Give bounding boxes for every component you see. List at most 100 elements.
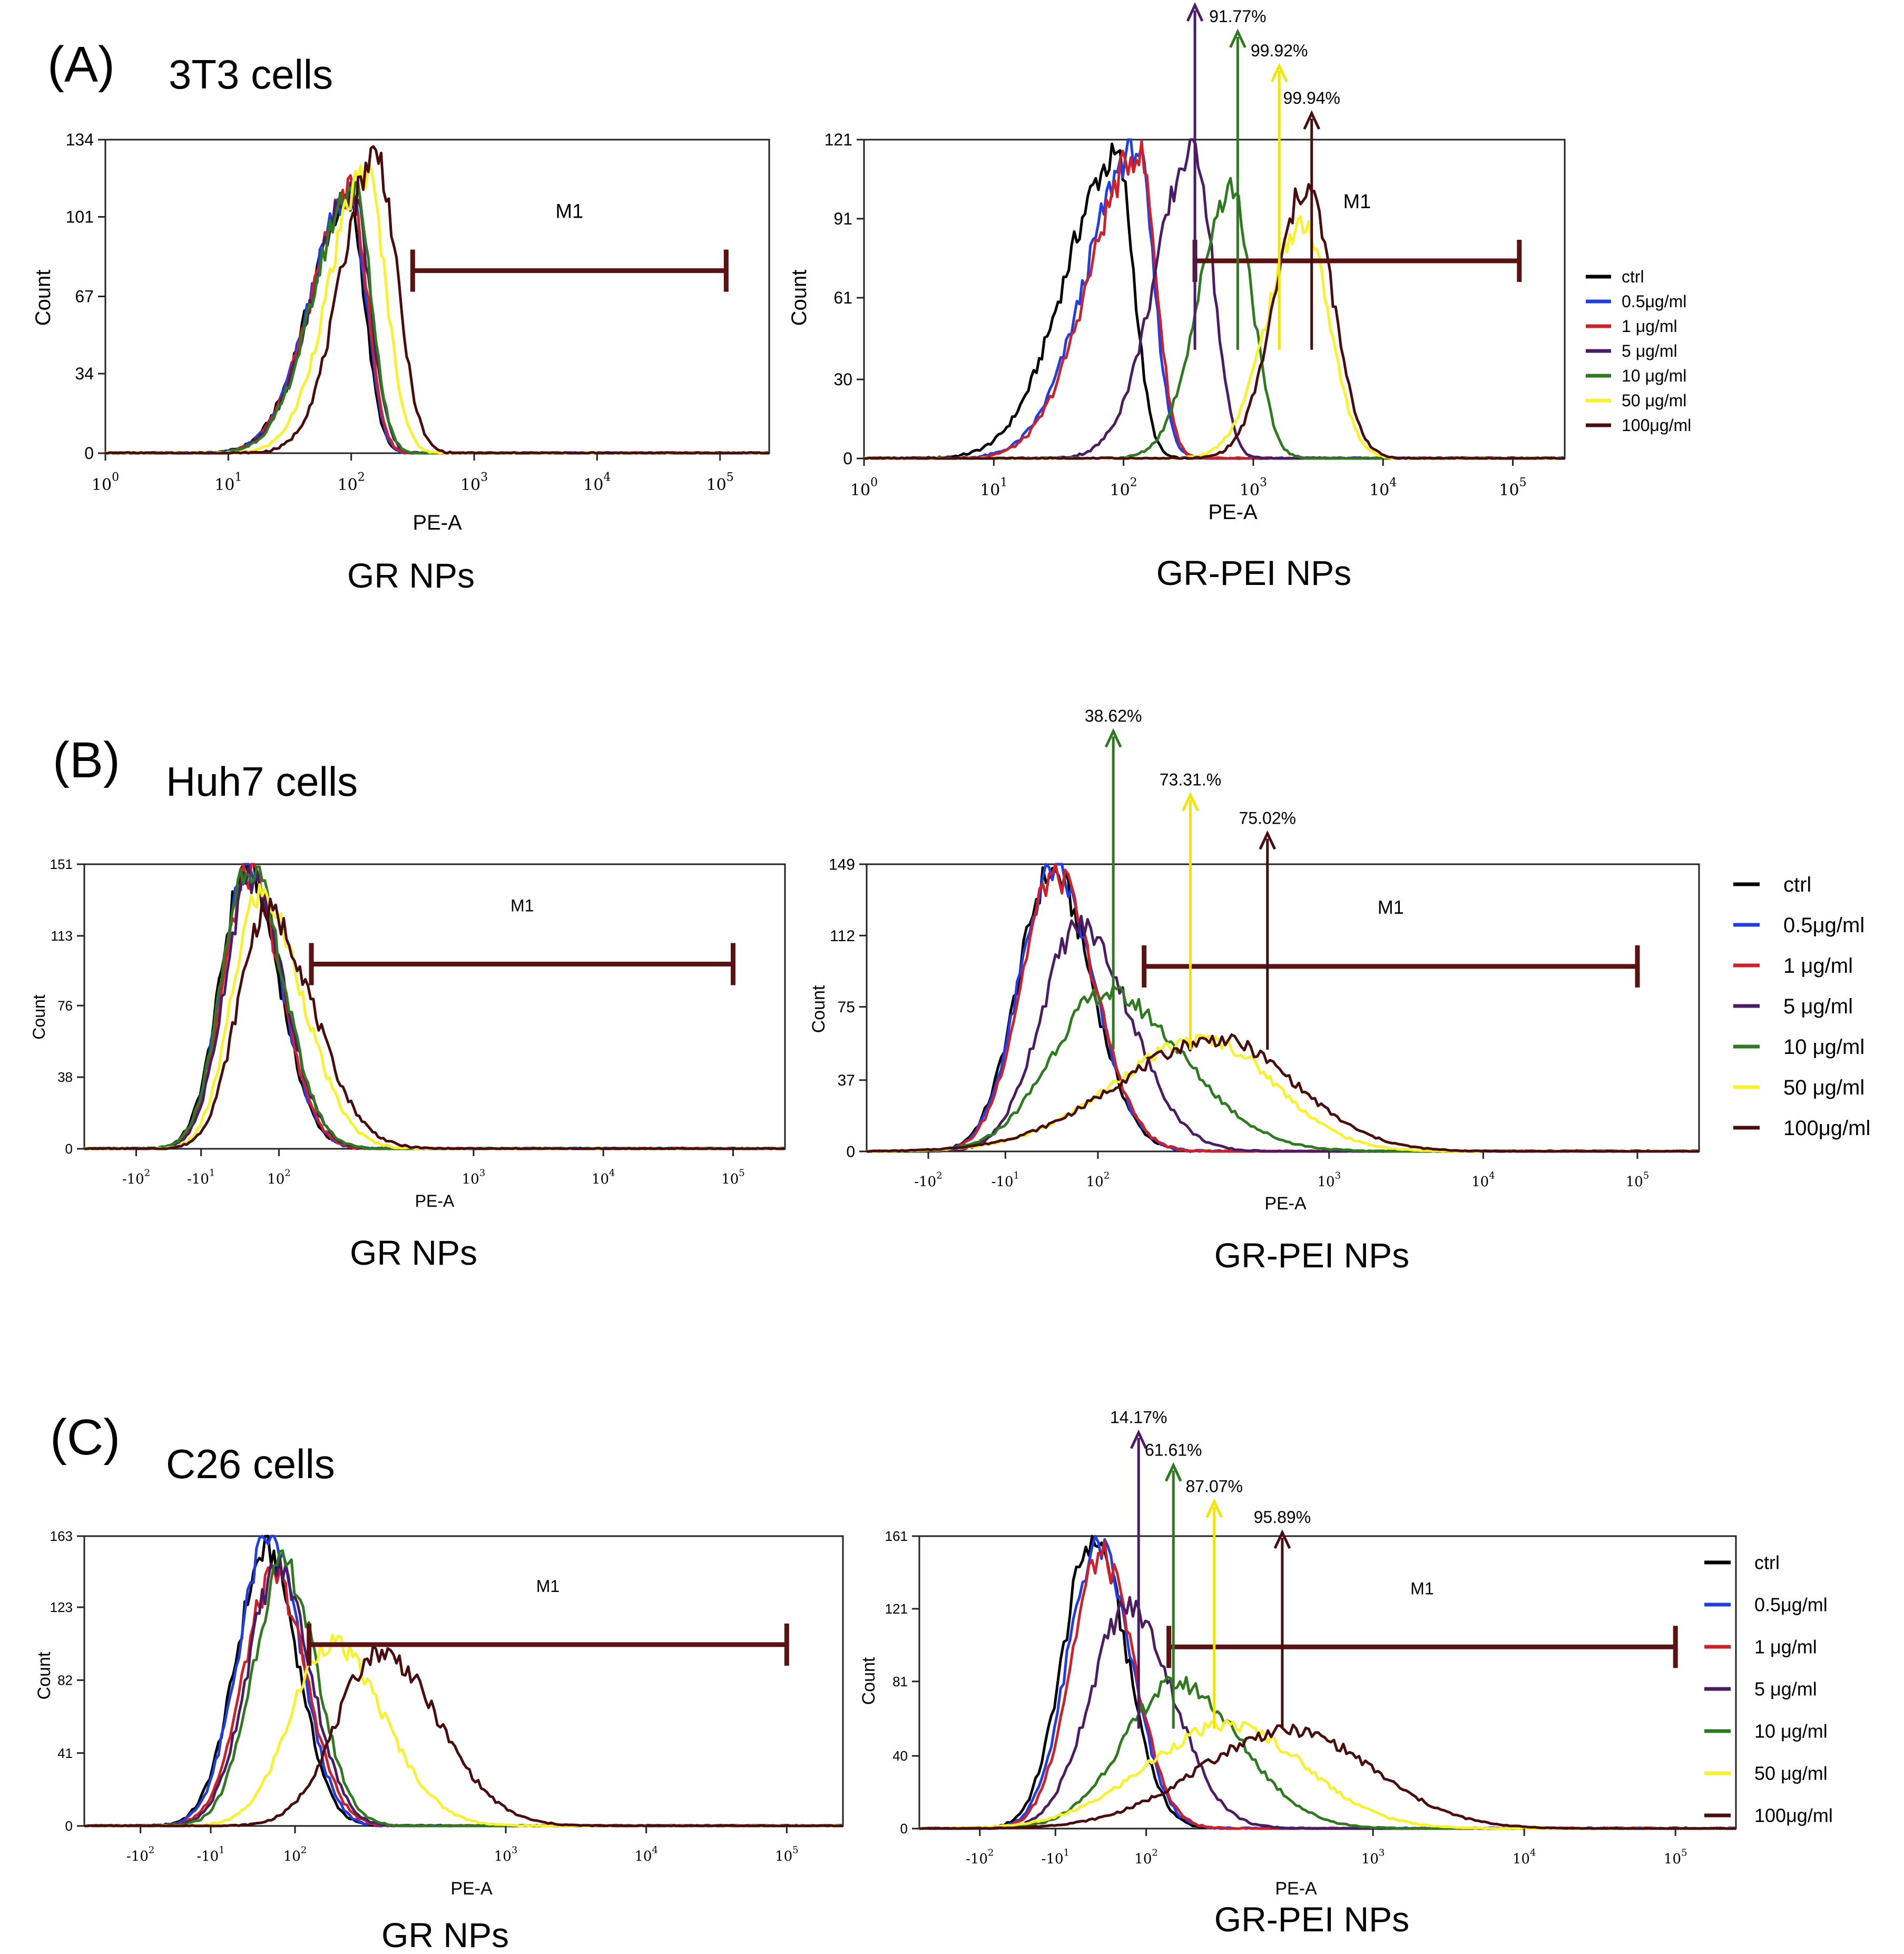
x-axis-label: PE-A — [415, 1191, 455, 1210]
x-tick-label: -102 — [122, 1168, 150, 1187]
legend-label-50-g-ml: 50 μg/ml — [1754, 1763, 1828, 1784]
annotation-arrowhead — [1270, 63, 1288, 83]
legend-label-0-5-g-ml: 0.5μg/ml — [1783, 914, 1864, 937]
annotation-arrowhead — [1186, 2, 1204, 22]
plot-frame — [866, 863, 1700, 1152]
y-tick-label: 163 — [50, 1528, 73, 1544]
chart-a-grpei: M1030619112110010110210310410540.65%91.7… — [788, 2, 1566, 592]
legend-label-100-g-ml: 100μg/ml — [1754, 1805, 1833, 1826]
plot-frame — [83, 863, 786, 1150]
y-tick-label: 151 — [50, 856, 73, 872]
y-tick-label: 37 — [838, 1072, 855, 1089]
annotation-arrowhead — [1229, 28, 1247, 48]
legend-label-0-5-g-ml: 0.5μg/ml — [1754, 1594, 1828, 1616]
x-tick-label: 103 — [1361, 1848, 1385, 1867]
annotation-arrowhead — [1205, 1498, 1223, 1518]
series-line-100-g-ml — [105, 145, 769, 455]
y-tick-label: 161 — [885, 1528, 908, 1544]
annotation-arrowhead — [1130, 1429, 1147, 1449]
gate-m1-label: M1 — [1343, 191, 1371, 213]
y-tick-label: 61 — [833, 288, 852, 307]
legend-label-ctrl: ctrl — [1754, 1552, 1780, 1574]
chart-subtitle: GR NPs — [381, 1916, 509, 1954]
y-tick-label: 134 — [66, 130, 94, 149]
y-tick-label: 40 — [892, 1748, 908, 1764]
y-tick-label: 101 — [66, 208, 94, 227]
y-axis-label: Count — [34, 1652, 54, 1699]
y-tick-label: 0 — [65, 1818, 73, 1834]
y-tick-label: 123 — [50, 1599, 73, 1615]
annotation-percent: 91.77% — [1209, 7, 1267, 26]
x-tick-label: 104 — [592, 1168, 615, 1187]
x-tick-label: 102 — [1110, 476, 1137, 500]
x-tick-label: -101 — [1042, 1848, 1069, 1867]
chart-c-gr: M1 0 41 82 123 163 -102 -101 102 103 104 105 PE-A C… — [34, 1528, 844, 1954]
x-tick-label: -101 — [197, 1845, 224, 1864]
x-tick-label: 103 — [1240, 476, 1267, 500]
legend-b: ctrl 0.5μg/ml 1 μg/ml 5 μg/ml 10 μg/ml 50 μg/… — [1733, 873, 1870, 1140]
legend-label-5-g-ml: 5 μg/ml — [1622, 341, 1677, 360]
y-tick-label: 34 — [75, 364, 94, 383]
x-axis-label: PE-A — [1275, 1879, 1317, 1899]
legend-label-50-g-ml: 50 μg/ml — [1783, 1076, 1864, 1099]
x-tick-label: 100 — [92, 471, 119, 494]
annotation-percent: 99.94% — [1283, 89, 1340, 108]
legend-label-1-g-ml: 1 μg/ml — [1783, 954, 1853, 978]
panel-letter-b: (B) — [53, 732, 120, 788]
y-tick-label: 112 — [830, 927, 855, 945]
x-tick-label: -102 — [914, 1170, 942, 1190]
x-tick-label: 101 — [980, 476, 1007, 500]
legend-label-5-g-ml: 5 μg/ml — [1783, 995, 1853, 1018]
y-tick-label: 0 — [65, 1141, 73, 1157]
y-tick-label: 67 — [75, 287, 94, 306]
plot-frame — [918, 1535, 1737, 1830]
legend-label-10-g-ml: 10 μg/ml — [1783, 1035, 1864, 1059]
y-tick-label: 81 — [892, 1674, 908, 1689]
annotation-arrowhead — [1273, 1529, 1291, 1549]
annotation-arrowhead — [1303, 110, 1320, 130]
y-tick-label: 113 — [51, 928, 73, 944]
x-tick-label: 104 — [634, 1845, 658, 1864]
x-tick-label: 105 — [1626, 1170, 1650, 1190]
series-line-100-g-ml — [84, 897, 785, 1150]
x-tick-label: 105 — [775, 1845, 799, 1864]
x-axis-label: PE-A — [1264, 1194, 1307, 1214]
chart-c-grpei: M1 0 40 81 121 161 -102 -101 102 103 104 105 14.17% 6… — [859, 1408, 1737, 1939]
y-tick-label: 0 — [900, 1821, 908, 1836]
x-tick-label: -102 — [966, 1848, 994, 1867]
x-tick-label: 104 — [1369, 476, 1397, 500]
x-tick-label: 105 — [721, 1168, 745, 1187]
legend-a: ctrl 0.5μg/ml 1 μg/ml 5 μg/ml 10 μg/ml 50 μg/… — [1586, 267, 1691, 435]
x-axis-label: PE-A — [1208, 501, 1258, 524]
gate-m1-label: M1 — [511, 896, 534, 915]
chart-subtitle: GR NPs — [350, 1233, 477, 1272]
legend-label-0-5-g-ml: 0.5μg/ml — [1622, 292, 1686, 311]
legend-label-1-g-ml: 1 μg/ml — [1754, 1636, 1817, 1658]
annotation-percent: 61.61% — [1145, 1441, 1202, 1460]
plot-frame — [83, 1535, 844, 1827]
x-axis-label: PE-A — [450, 1879, 493, 1899]
x-tick-label: 105 — [1664, 1848, 1687, 1867]
annotation-arrowhead — [1104, 728, 1122, 748]
legend-label-1-g-ml: 1 μg/ml — [1622, 317, 1677, 336]
x-tick-label: -101 — [187, 1168, 215, 1187]
y-tick-label: 0 — [843, 449, 852, 468]
y-tick-label: 0 — [846, 1144, 855, 1161]
x-tick-label: -101 — [992, 1170, 1019, 1190]
legend-label-100-g-ml: 100μg/ml — [1622, 416, 1691, 435]
x-tick-label: 104 — [1513, 1848, 1536, 1867]
annotation-arrowhead — [1259, 830, 1277, 850]
x-tick-label: 103 — [462, 1168, 486, 1187]
y-tick-label: 121 — [825, 130, 852, 149]
chart-b-gr: M1 0 38 76 113 151 -102 -101 102 103 104 105 PE-A C… — [30, 856, 786, 1272]
y-tick-label: 82 — [57, 1672, 73, 1688]
x-axis-label: PE-A — [413, 511, 462, 534]
annotation-percent: 73.31.% — [1160, 770, 1221, 789]
series-line-100-g-ml — [919, 1723, 1736, 1830]
legend-label-10-g-ml: 10 μg/ml — [1622, 366, 1686, 385]
legend-c: ctrl 0.5μg/ml 1 μg/ml 5 μg/ml 10 μg/ml 50 μg/… — [1704, 1552, 1833, 1826]
x-tick-label: -102 — [126, 1845, 154, 1864]
x-tick-label: 104 — [583, 471, 611, 494]
x-tick-label: 103 — [494, 1845, 518, 1864]
